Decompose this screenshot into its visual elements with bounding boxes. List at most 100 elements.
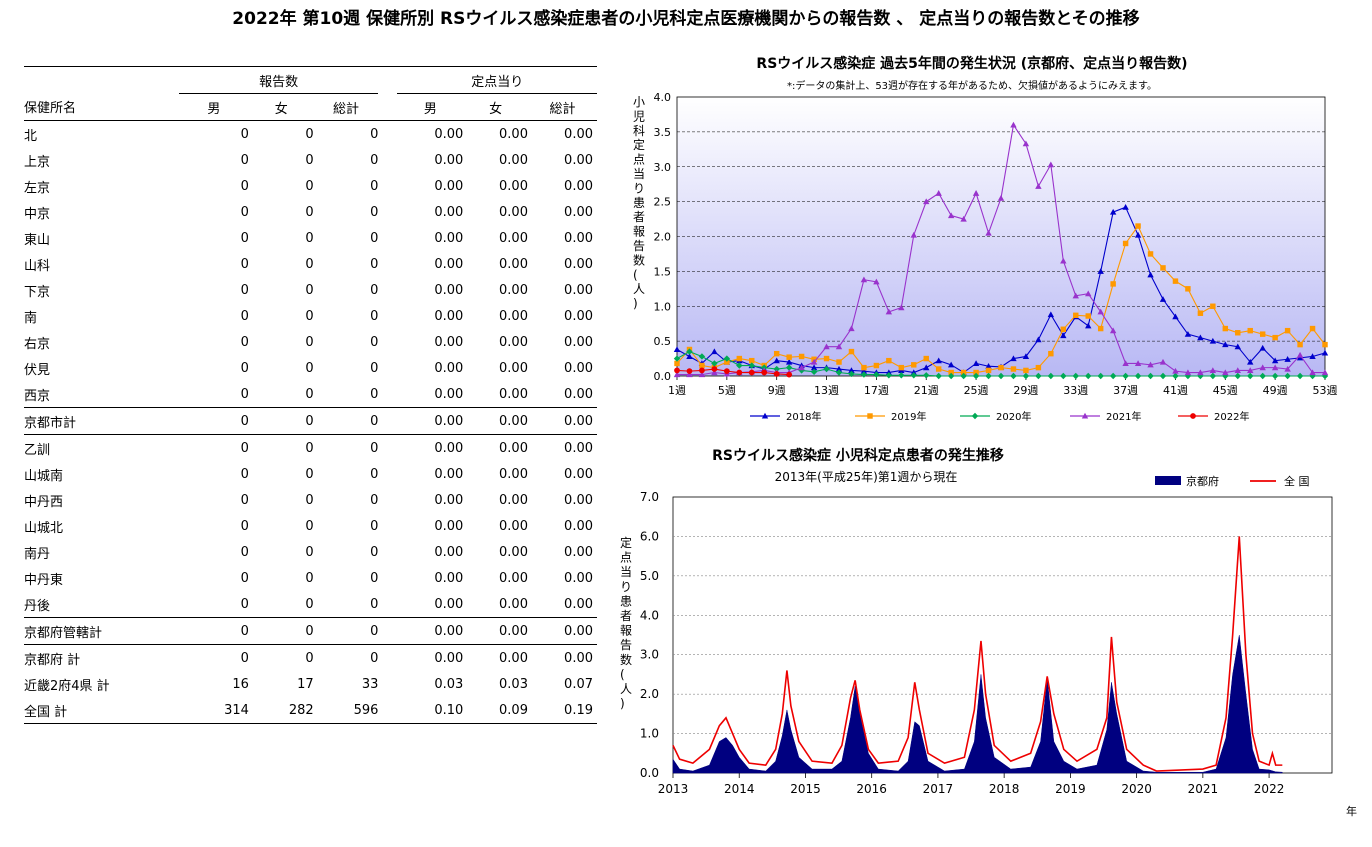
chart1-point [785, 358, 793, 365]
cell-m: 0 [240, 518, 249, 534]
chart1-point [1234, 372, 1241, 380]
cell-m: 0 [240, 178, 249, 194]
chart2-ylabel: 定点当り患者報告数(人) [620, 535, 632, 711]
cell-pf: 0.00 [499, 334, 528, 350]
cell-pt: 0.00 [564, 282, 593, 298]
chart2-xtick: 2013 [658, 782, 689, 796]
chart1-point [835, 365, 843, 372]
chart1-point [1296, 351, 1304, 358]
cell-pf: 0.00 [499, 386, 528, 402]
cell-pt: 0.00 [564, 204, 593, 220]
chart1-ytick: 3.0 [654, 161, 672, 174]
table-row: 伏見 0 0 0 0.00 0.00 0.00 [24, 355, 597, 381]
chart1-xtick: 9週 [768, 384, 786, 397]
cell-pt: 0.00 [564, 308, 593, 324]
chart1-point [1284, 356, 1291, 362]
cell-pm: 0.00 [397, 644, 464, 671]
chart1-ytick: 2.5 [654, 196, 672, 209]
chart1-point [873, 371, 880, 378]
chart1-point [786, 371, 793, 378]
chart1-legend-item: 2019年 [855, 410, 926, 423]
chart1-point [1135, 223, 1141, 229]
chart1-point [885, 308, 893, 315]
chart1-point [761, 369, 768, 376]
chart1-point [1172, 372, 1179, 380]
table-row: 上京 0 0 0 0.00 0.00 0.00 [24, 147, 597, 173]
table-row: 中京 0 0 0 0.00 0.00 0.00 [24, 199, 597, 225]
header-name: 保健所名 [24, 93, 179, 121]
cell-t: 0 [370, 360, 379, 376]
chart-long-term: RSウイルス感染症 小児科定点患者の発生推移 2013年(平成25年)第1週から現… [620, 447, 1357, 818]
cell-pm: 0.00 [434, 334, 464, 350]
chart1-point [1085, 290, 1092, 297]
cell-pf: 0.00 [499, 178, 528, 194]
chart1-point [749, 357, 755, 364]
cell-pm: 0.00 [434, 126, 464, 142]
chart1-point [860, 371, 868, 378]
cell-pf: 0.00 [499, 126, 528, 142]
chart1-point [1097, 308, 1104, 315]
cell-t: 0 [313, 434, 379, 461]
table-row: 山科 0 0 0 0.00 0.00 0.00 [24, 251, 597, 277]
cell-pt: 0.00 [564, 230, 593, 246]
chart1-point [1210, 303, 1216, 309]
chart1-point [1022, 140, 1030, 147]
cell-pt: 0.00 [527, 617, 597, 645]
chart1-point [1222, 325, 1229, 332]
chart2-ytick: 5.0 [640, 569, 659, 583]
row-name: 伏見 [24, 362, 51, 378]
chart2-xtick: 2018 [989, 782, 1020, 796]
chart1-point [860, 367, 868, 374]
cell-t: 0 [370, 570, 379, 586]
chart1-point [1085, 313, 1091, 319]
table-row: 近畿2府4県 計 16 17 33 0.03 0.03 0.07 [24, 671, 597, 697]
chart1-ytick: 1.5 [654, 265, 672, 278]
table-row: 山城南 0 0 0 0.00 0.00 0.00 [24, 461, 597, 487]
cell-m: 0 [178, 407, 249, 435]
chart1-legend-marker [761, 412, 769, 419]
cell-f: 0 [305, 518, 314, 534]
chart1-legend-item: 2020年 [960, 410, 1031, 423]
chart1-point [923, 355, 929, 362]
chart1-point [674, 367, 680, 374]
cell-f: 17 [297, 676, 314, 692]
chart1-ytick: 1.0 [654, 300, 672, 313]
chart1-point [1271, 357, 1279, 364]
cell-f: 0 [248, 434, 314, 461]
row-name: 全国 計 [24, 697, 179, 724]
cell-t: 0 [370, 492, 379, 508]
chart1-point [836, 359, 842, 365]
chart1-point [1284, 365, 1291, 372]
cell-pf: 0.00 [499, 544, 528, 560]
row-name: 山科 [24, 258, 51, 274]
chart1-xtick: 53週 [1313, 384, 1338, 397]
chart2-xtick: 2015 [790, 782, 821, 796]
page-title: 2022年 第10週 保健所別 RSウイルス感染症患者の小児科定点医療機関からの… [232, 9, 1140, 29]
table-row: 下京 0 0 0 0.00 0.00 0.00 [24, 277, 597, 303]
chart1-point [1259, 331, 1266, 337]
chart2-plot-area [672, 496, 1333, 774]
chart1-legend-marker [867, 413, 873, 419]
chart1-point [985, 372, 992, 380]
cell-pm: 0.00 [397, 434, 464, 461]
cell-m: 16 [232, 676, 249, 692]
row-name: 京都市計 [24, 407, 179, 435]
chart1-legend-marker [971, 412, 979, 420]
row-name: 左京 [24, 180, 51, 196]
chart2-title: RSウイルス感染症 小児科定点患者の発生推移 [712, 447, 1004, 464]
cell-m: 0 [240, 386, 249, 402]
header-per-total: 総計 [527, 93, 597, 121]
chart1-legend-label: 2021年 [1106, 410, 1141, 423]
cell-pt: 0.07 [564, 676, 593, 692]
chart1-point [1159, 358, 1167, 365]
chart1-point [1060, 257, 1067, 264]
row-name: 東山 [24, 232, 51, 248]
chart1-point [985, 367, 992, 374]
cell-m: 0 [240, 492, 249, 508]
chart1-title: RSウイルス感染症 過去5年間の発生状況 (京都府、定点当り報告数) [756, 55, 1187, 72]
cell-m: 0 [240, 126, 249, 142]
chart1-point [1022, 372, 1030, 380]
chart1-point [673, 371, 681, 378]
chart1-point [1197, 310, 1204, 316]
chart1-point [910, 231, 917, 238]
